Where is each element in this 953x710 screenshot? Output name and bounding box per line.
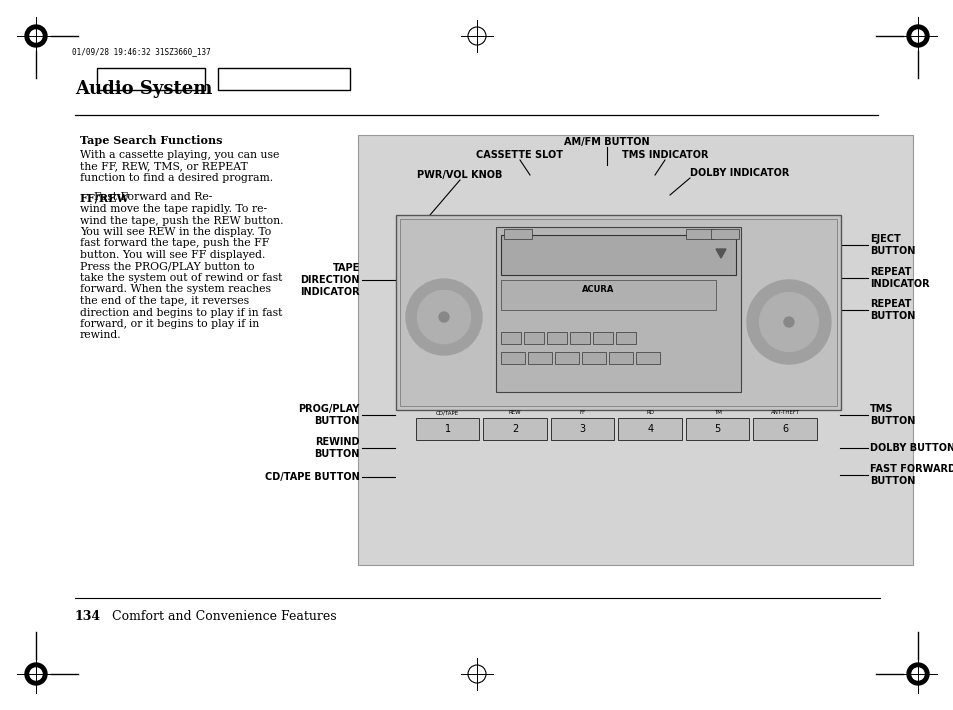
Text: DOLBY BUTTON: DOLBY BUTTON: [869, 443, 953, 453]
Circle shape: [906, 663, 928, 685]
Text: wind move the tape rapidly. To re-: wind move the tape rapidly. To re-: [80, 204, 267, 214]
Text: 1: 1: [444, 424, 451, 434]
Text: CD/TAPE BUTTON: CD/TAPE BUTTON: [265, 472, 359, 482]
Bar: [710, 229, 739, 239]
Text: FF/REW: FF/REW: [80, 192, 130, 204]
Bar: [500, 332, 520, 344]
Bar: [399, 219, 836, 406]
Circle shape: [25, 663, 47, 685]
Text: FAST FORWARD
BUTTON: FAST FORWARD BUTTON: [869, 464, 953, 486]
Bar: [569, 332, 589, 344]
Text: button. You will see FF displayed.: button. You will see FF displayed.: [80, 250, 265, 260]
Text: Press the PROG/PLAY button to: Press the PROG/PLAY button to: [80, 261, 254, 271]
Circle shape: [30, 668, 42, 680]
Text: Fast Forward and Re-: Fast Forward and Re-: [80, 192, 213, 202]
Bar: [618, 418, 681, 440]
Text: 134: 134: [75, 610, 101, 623]
Text: take the system out of rewind or fast: take the system out of rewind or fast: [80, 273, 282, 283]
Text: rewind.: rewind.: [80, 330, 121, 341]
Text: Audio System: Audio System: [75, 80, 213, 98]
Text: ACURA: ACURA: [581, 285, 614, 295]
Text: Comfort and Convenience Features: Comfort and Convenience Features: [100, 610, 336, 623]
Bar: [503, 229, 532, 239]
Bar: [685, 229, 713, 239]
Bar: [523, 332, 543, 344]
Bar: [483, 418, 546, 440]
Bar: [593, 332, 613, 344]
Text: forward, or it begins to play if in: forward, or it begins to play if in: [80, 319, 259, 329]
Bar: [218, 68, 350, 90]
Bar: [500, 280, 716, 310]
Text: 3: 3: [579, 424, 585, 434]
Text: PWR/VOL KNOB: PWR/VOL KNOB: [416, 170, 502, 180]
Text: TMS
BUTTON: TMS BUTTON: [869, 404, 915, 426]
Circle shape: [406, 279, 481, 355]
Circle shape: [30, 30, 42, 42]
Bar: [555, 352, 578, 364]
Text: function to find a desired program.: function to find a desired program.: [80, 173, 273, 183]
Text: 2: 2: [512, 424, 517, 434]
Text: TAPE
DIRECTION
INDICATOR: TAPE DIRECTION INDICATOR: [300, 263, 359, 297]
Bar: [357, 135, 912, 565]
Text: EJECT
BUTTON: EJECT BUTTON: [869, 234, 915, 256]
Text: REWIND
BUTTON: REWIND BUTTON: [314, 437, 359, 459]
Bar: [753, 418, 816, 440]
Bar: [500, 235, 735, 275]
Text: CD/TAPE: CD/TAPE: [436, 410, 458, 415]
Circle shape: [438, 312, 449, 322]
Bar: [416, 418, 479, 440]
Text: the FF, REW, TMS, or REPEAT: the FF, REW, TMS, or REPEAT: [80, 161, 248, 172]
Text: REPEAT
INDICATOR: REPEAT INDICATOR: [869, 267, 928, 289]
Text: 6: 6: [781, 424, 787, 434]
Text: wind the tape, push the REW button.: wind the tape, push the REW button.: [80, 216, 283, 226]
Bar: [546, 332, 566, 344]
Text: 4: 4: [646, 424, 653, 434]
Text: You will see REW in the display. To: You will see REW in the display. To: [80, 227, 271, 237]
Text: direction and begins to play if in fast: direction and begins to play if in fast: [80, 307, 282, 317]
Text: the end of the tape, it reverses: the end of the tape, it reverses: [80, 296, 249, 306]
Circle shape: [746, 280, 830, 364]
Bar: [527, 352, 552, 364]
Text: PROG/PLAY
BUTTON: PROG/PLAY BUTTON: [298, 404, 359, 426]
Circle shape: [911, 30, 923, 42]
Text: TMS INDICATOR: TMS INDICATOR: [621, 150, 707, 160]
Text: 01/09/28 19:46:32 31SZ3660_137: 01/09/28 19:46:32 31SZ3660_137: [71, 47, 211, 56]
Text: fast forward the tape, push the FF: fast forward the tape, push the FF: [80, 239, 269, 248]
Bar: [616, 332, 636, 344]
Text: Tape Search Functions: Tape Search Functions: [80, 135, 222, 146]
Bar: [685, 418, 749, 440]
Bar: [581, 352, 605, 364]
Circle shape: [906, 25, 928, 47]
Text: REW: REW: [508, 410, 521, 415]
Text: With a cassette playing, you can use: With a cassette playing, you can use: [80, 150, 279, 160]
Circle shape: [783, 317, 793, 327]
Text: ANT-THEFT: ANT-THEFT: [770, 410, 799, 415]
Polygon shape: [716, 249, 725, 258]
Circle shape: [911, 668, 923, 680]
Bar: [500, 352, 524, 364]
Bar: [496, 227, 740, 392]
Bar: [636, 352, 659, 364]
Bar: [551, 418, 614, 440]
Text: TM: TM: [713, 410, 720, 415]
Text: forward. When the system reaches: forward. When the system reaches: [80, 285, 271, 295]
Bar: [395, 215, 841, 410]
Text: REPEAT
BUTTON: REPEAT BUTTON: [869, 299, 915, 321]
Text: FF: FF: [579, 410, 585, 415]
Text: DOLBY INDICATOR: DOLBY INDICATOR: [689, 168, 788, 178]
Circle shape: [417, 290, 470, 344]
Circle shape: [759, 293, 818, 351]
Bar: [97, 68, 205, 90]
Text: 5: 5: [714, 424, 720, 434]
Text: CASSETTE SLOT: CASSETTE SLOT: [476, 150, 563, 160]
Circle shape: [25, 25, 47, 47]
Bar: [608, 352, 633, 364]
Text: RD: RD: [645, 410, 654, 415]
Text: AM/FM BUTTON: AM/FM BUTTON: [563, 137, 649, 147]
